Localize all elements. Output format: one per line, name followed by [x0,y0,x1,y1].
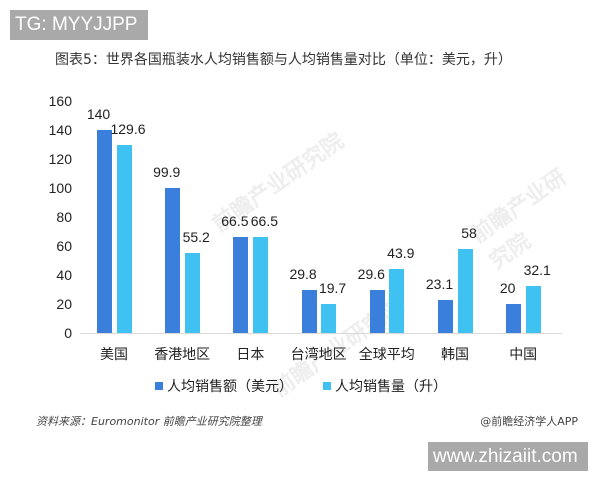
data-label: 140 [86,106,111,122]
data-label: 19.7 [318,280,347,297]
bar [252,236,268,333]
legend-item-sales-value: 人均销售额（美元） [155,376,293,396]
y-tick-label: 60 [56,238,72,254]
bar [457,248,473,333]
data-label: 32.1 [523,262,551,279]
data-label: 66.5 [221,212,249,229]
bar [97,130,112,333]
legend-label: 人均销售额（美元） [167,379,293,395]
data-label: 20 [499,280,516,296]
bar [369,290,385,333]
data-label: 66.5 [250,212,279,229]
y-tick-label: 160 [48,93,72,109]
data-label: 29.6 [357,266,385,283]
source-note: 资料来源：Euromonitor 前瞻产业研究院整理 [36,415,262,428]
y-tick-label: 140 [48,122,72,138]
x-category-label: 台湾地区 [290,347,347,363]
data-label: 55.2 [182,228,210,245]
data-label: 129.6 [110,121,146,138]
legend-item-sales-volume: 人均销售量（升） [323,376,447,396]
x-category-label: 韩国 [441,347,469,363]
bar [321,304,337,333]
x-category-label: 日本 [236,347,265,363]
site-url-overlay: www.zhizaiit.com [428,442,588,471]
data-label: 99.9 [153,164,181,181]
legend-swatch-icon [323,382,331,390]
chart-title: 图表5：世界各国瓶装水人均销售额与人均销售量对比（单位：美元，升） [55,52,512,68]
y-tick-label: 20 [56,296,72,312]
x-axis-line [80,333,562,334]
data-label: 29.8 [289,265,317,282]
x-category-label: 香港地区 [154,347,211,363]
bar [233,236,249,333]
data-label: 23.1 [425,275,454,292]
x-category-label: 中国 [509,347,538,363]
data-label: 58 [461,224,477,241]
legend: 人均销售额（美元） 人均销售量（升） [155,376,447,396]
x-category-label: 全球平均 [358,347,415,363]
y-tick-label: 40 [56,267,72,283]
x-category-label: 美国 [100,347,128,363]
y-tick-label: 0 [64,325,72,341]
y-tick-label: 80 [56,209,72,225]
y-tick-label: 120 [48,151,72,167]
bar [438,299,453,333]
bar [165,188,181,333]
bar [525,286,541,333]
bar [506,304,522,333]
bar [184,252,200,333]
credit: @前瞻经济学人APP [480,415,578,428]
legend-label: 人均销售量（升） [335,379,447,395]
y-tick-label: 100 [48,180,72,196]
legend-swatch-icon [155,382,163,390]
bar [116,145,132,333]
top-tag-overlay: TG: MYYJJPP [10,10,148,40]
data-label: 43.9 [387,245,415,262]
bar [301,289,317,333]
bar [389,269,405,333]
